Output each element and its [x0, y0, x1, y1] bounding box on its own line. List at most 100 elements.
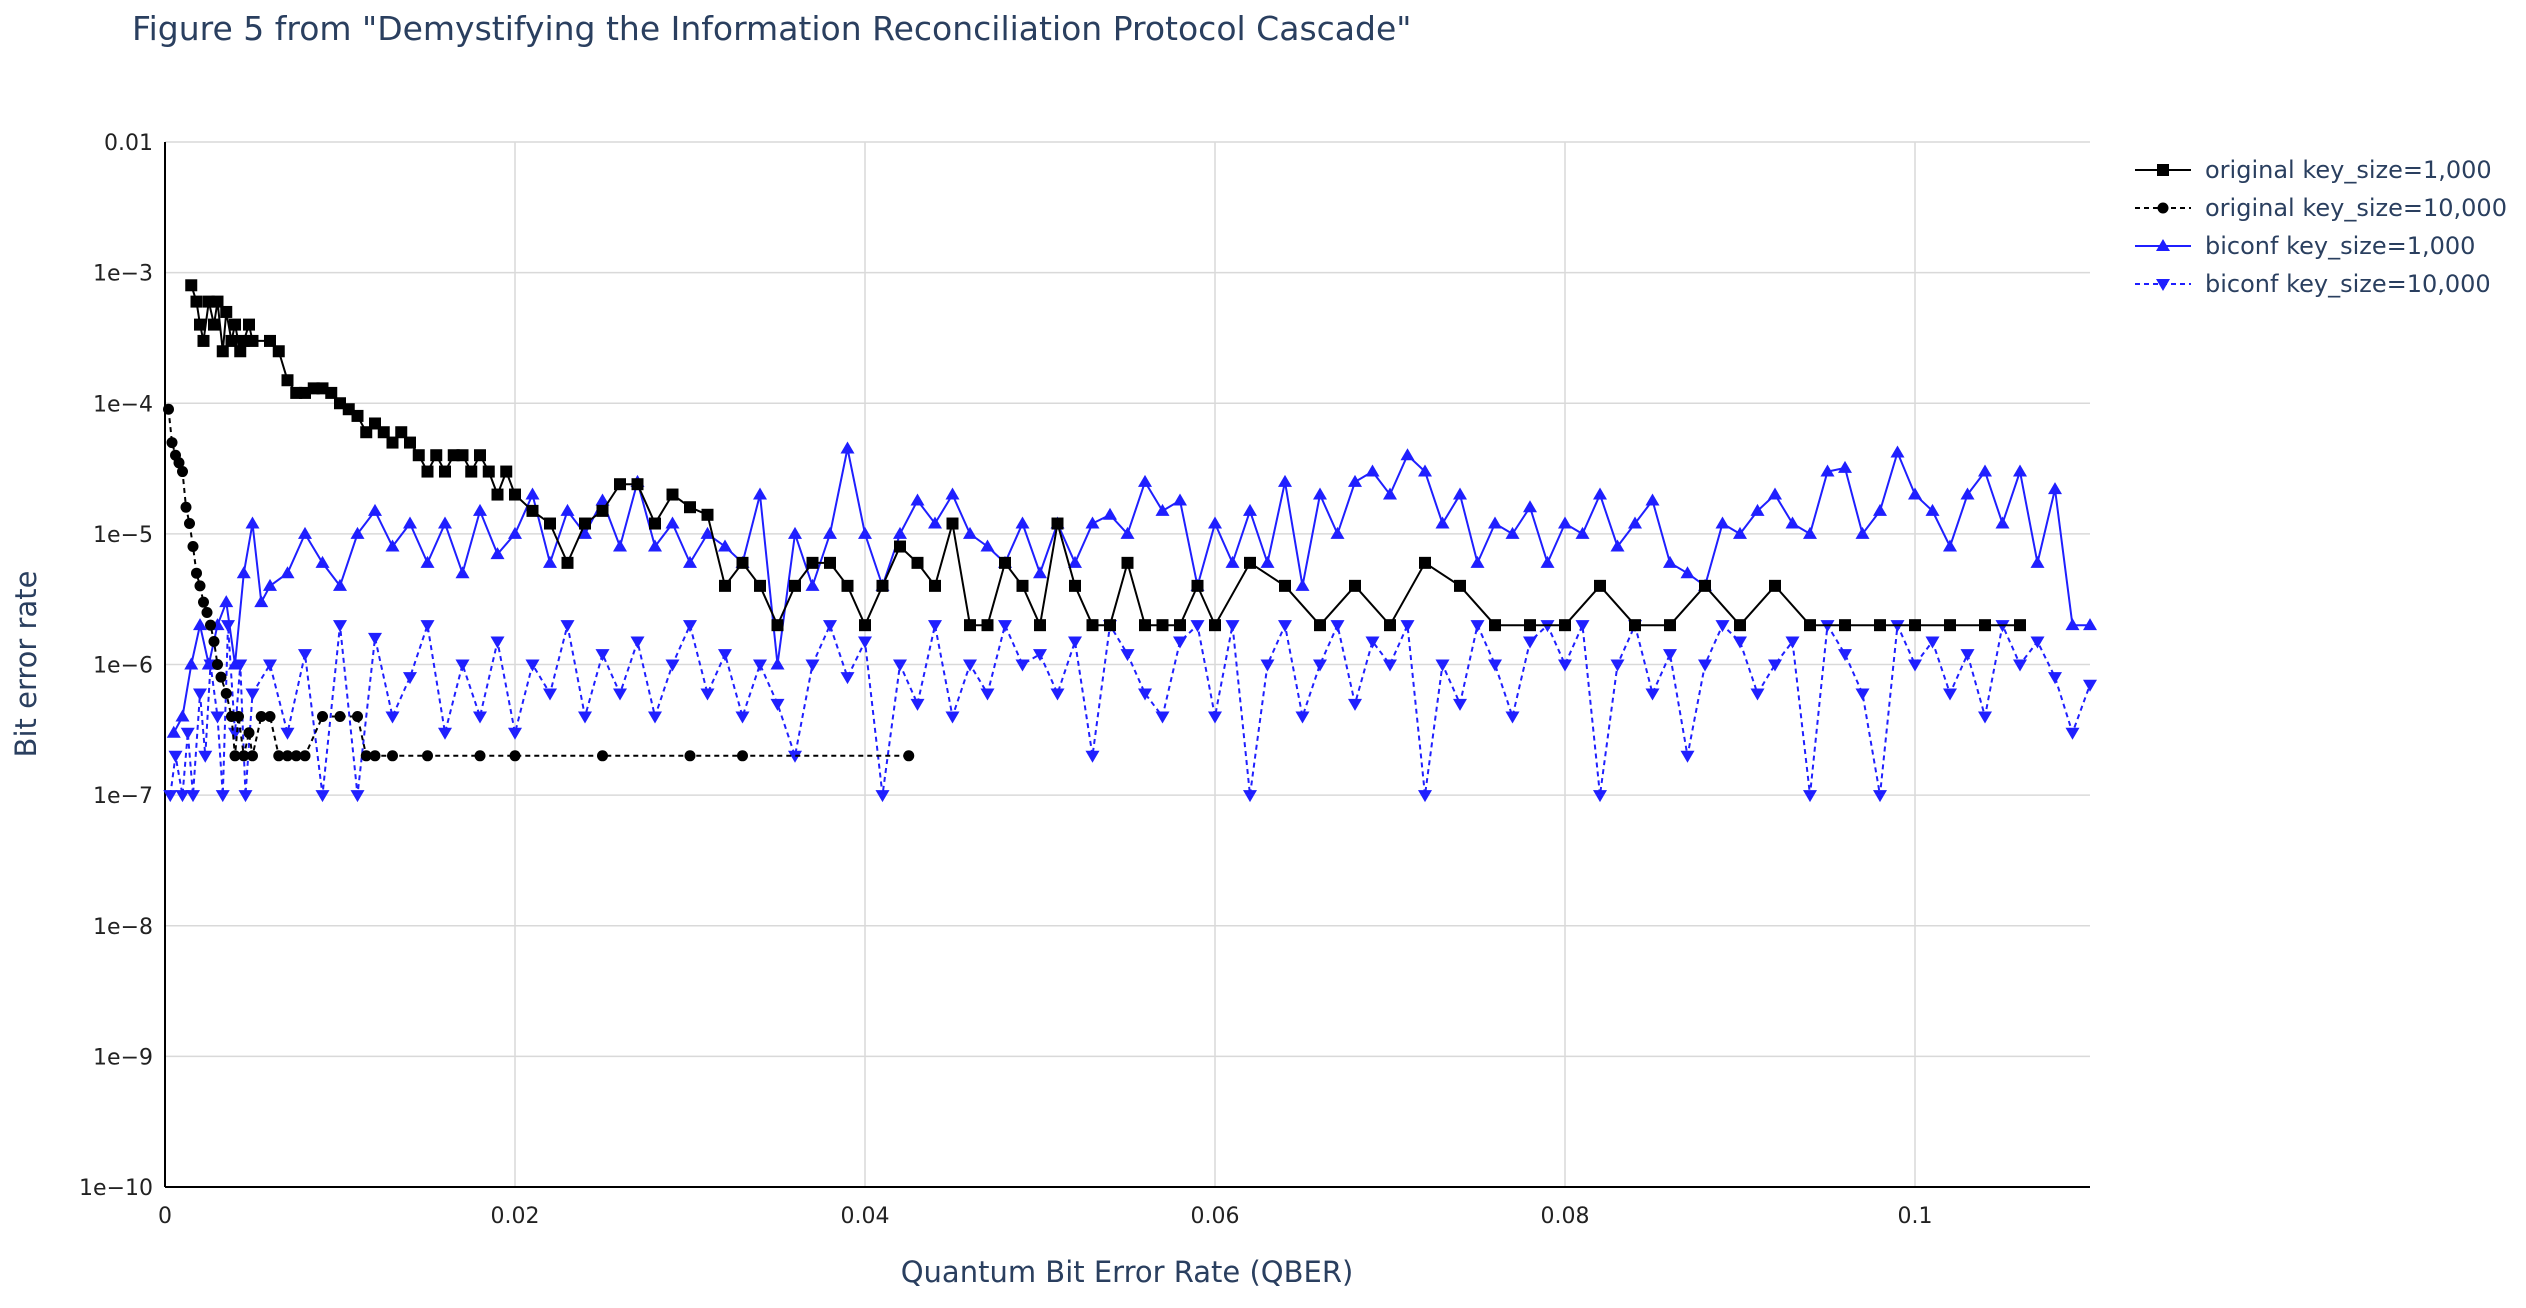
data-point — [1016, 579, 1029, 592]
series-1 — [163, 403, 915, 762]
data-point — [1349, 579, 1361, 592]
data-point — [1874, 619, 1886, 632]
data-point — [1191, 579, 1204, 592]
data-point — [614, 478, 626, 491]
data-point — [193, 618, 207, 631]
series-layer — [163, 279, 2097, 803]
data-point — [859, 619, 871, 632]
legend-item[interactable]: biconf key_size=10,000 — [2135, 270, 2491, 298]
data-point — [1925, 503, 1940, 516]
data-point — [474, 750, 486, 762]
data-point — [1050, 688, 1065, 701]
data-point — [166, 725, 181, 738]
data-point — [273, 750, 285, 762]
y-tick-label: 1e−10 — [79, 1176, 153, 1201]
data-point — [465, 465, 478, 478]
data-point — [1260, 659, 1275, 672]
data-point — [1979, 619, 1991, 632]
data-point — [215, 671, 227, 683]
x-tick-labels: 0 0.02 0.04 0.06 0.08 0.1 — [158, 1204, 1933, 1229]
data-point — [1295, 711, 1310, 724]
data-point — [649, 517, 661, 530]
data-point — [1558, 516, 1572, 529]
data-point — [438, 727, 452, 740]
data-point — [1278, 620, 1292, 633]
data-point — [910, 493, 925, 506]
legend-item[interactable]: original key_size=10,000 — [2135, 194, 2507, 222]
data-point — [1680, 566, 1695, 579]
data-point — [789, 579, 801, 592]
data-point — [243, 727, 255, 739]
data-point — [194, 318, 206, 331]
data-point — [325, 386, 338, 399]
data-point — [805, 659, 820, 672]
data-point — [525, 487, 540, 500]
legend-item[interactable]: biconf key_size=1,000 — [2135, 232, 2475, 260]
data-point — [1085, 516, 1100, 529]
data-point — [543, 688, 557, 701]
data-point — [473, 503, 487, 516]
data-point — [1505, 711, 1520, 724]
data-point — [233, 710, 244, 722]
data-point — [385, 539, 400, 552]
data-point — [238, 790, 253, 803]
data-point — [648, 539, 662, 552]
data-point — [1715, 516, 1730, 529]
data-point — [1664, 619, 1676, 632]
data-point — [544, 517, 556, 530]
data-point — [999, 556, 1011, 569]
data-point — [1978, 711, 1992, 724]
data-point — [770, 698, 785, 711]
data-point — [579, 517, 591, 530]
data-point — [186, 790, 200, 803]
data-point — [377, 426, 390, 439]
data-point — [1034, 619, 1046, 632]
data-point — [168, 750, 183, 763]
data-point — [1628, 516, 1642, 529]
data-point — [197, 334, 210, 347]
data-point — [1400, 620, 1415, 633]
data-point — [229, 318, 241, 331]
data-point — [1225, 620, 1240, 633]
data-point — [1908, 487, 1922, 500]
data-point — [1663, 649, 1677, 662]
data-point — [1278, 474, 1292, 487]
data-point — [1330, 620, 1345, 633]
data-point — [315, 790, 330, 803]
data-point — [438, 516, 452, 529]
data-point — [254, 595, 269, 608]
data-point — [1384, 619, 1396, 632]
data-point — [1645, 493, 1660, 506]
data-point — [229, 750, 241, 762]
legend-label: biconf key_size=1,000 — [2205, 232, 2475, 260]
data-point — [1610, 659, 1625, 672]
data-point — [1909, 619, 1921, 632]
data-point — [175, 709, 190, 722]
legend-item[interactable]: original key_size=1,000 — [2135, 156, 2492, 184]
data-point — [771, 619, 784, 632]
data-point — [1400, 448, 1415, 461]
data-point — [264, 710, 276, 722]
y-tick-labels: 1e−10 1e−9 1e−8 1e−7 1e−6 1e−5 1e−4 1e−3 0.01 — [79, 131, 153, 1201]
data-point — [350, 790, 365, 803]
data-point — [578, 711, 592, 724]
data-point — [298, 649, 312, 662]
x-tick-label: 0.02 — [491, 1204, 540, 1229]
legend[interactable]: original key_size=1,000 original key_size… — [2135, 156, 2507, 298]
data-point — [578, 526, 592, 539]
data-point — [236, 566, 251, 579]
data-point — [1804, 619, 1816, 632]
data-point — [665, 516, 680, 529]
data-point — [175, 790, 190, 803]
series-3 — [163, 620, 2097, 803]
data-point — [805, 578, 820, 591]
data-point — [2048, 482, 2062, 495]
data-point — [894, 540, 906, 553]
data-point — [1593, 790, 1607, 803]
data-point — [823, 620, 837, 633]
data-point — [1208, 516, 1222, 529]
data-point — [163, 403, 174, 415]
data-point — [1925, 636, 1940, 649]
data-point — [561, 556, 574, 569]
data-point — [1699, 579, 1711, 592]
